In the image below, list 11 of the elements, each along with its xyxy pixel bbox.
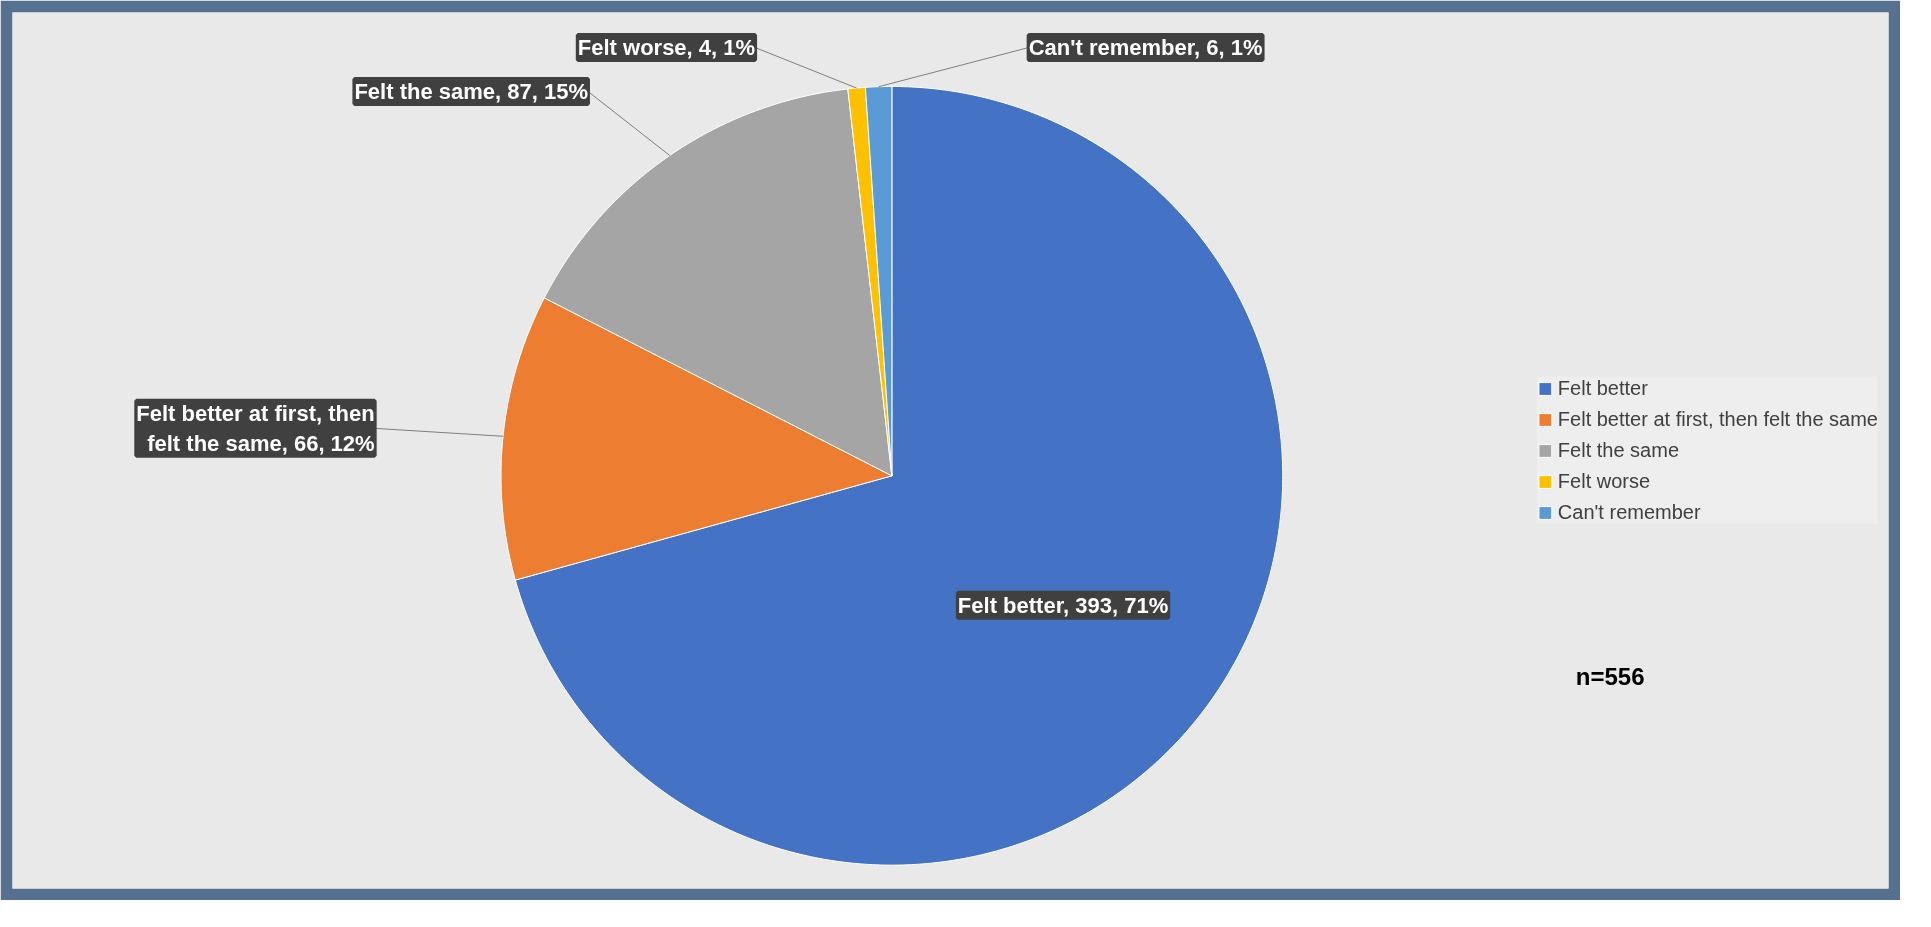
legend-label: Felt better	[1557, 376, 1648, 400]
data-label: Felt better at first, then felt the same, 66, 12%	[136, 400, 375, 456]
data-label: Felt the same, 87, 15%	[354, 78, 588, 104]
legend-label: Felt the same	[1557, 438, 1680, 462]
data-label: Felt worse, 4, 1%	[577, 35, 756, 61]
legend-label: Can't remember	[1557, 500, 1701, 524]
legend-label: Felt better at first, then felt the same	[1557, 407, 1878, 431]
data-label: Can't remember, 6, 1%	[1028, 35, 1263, 61]
data-label: Felt better, 393, 71%	[957, 592, 1169, 618]
legend-label: Felt worse	[1557, 469, 1651, 493]
text: n=556	[1575, 662, 1645, 690]
